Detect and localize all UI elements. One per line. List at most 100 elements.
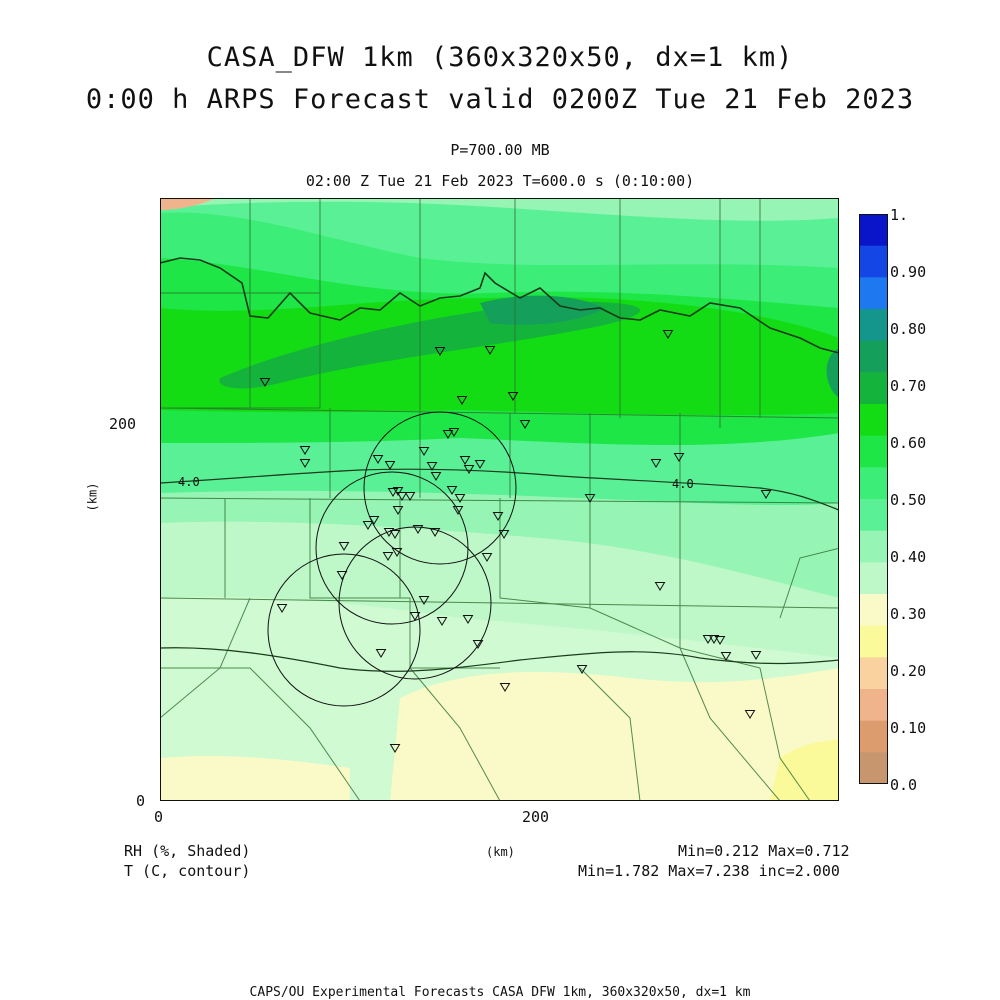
rh-band [826,348,839,398]
credit-line: CAPS/OU Experimental Forecasts CASA DFW … [249,985,751,1000]
station-marker [409,612,421,621]
title-line-2: 0:00 h ARPS Forecast valid 0200Z Tue 21 … [85,84,915,115]
colorbar-frame [859,214,888,784]
y-tick-0: 0 [136,792,146,810]
colorbar-segment [859,309,888,342]
pressure-level-label: P=700.00 MB [450,141,550,159]
colorbar-segment [859,404,888,437]
station-marker [499,683,511,692]
station-marker [673,453,685,462]
station-marker [392,506,404,515]
station-marker [375,649,387,658]
station-marker [484,346,496,355]
station-marker [760,490,772,499]
station-marker [299,446,311,455]
station-marker [507,392,519,401]
station-marker [396,492,408,501]
station-marker [708,635,720,644]
station-marker [442,430,454,439]
station-marker [472,640,484,649]
station-marker [519,420,531,429]
station-marker [389,744,401,753]
colorbar-segment [859,245,888,278]
station-marker [654,582,666,591]
station-marker [418,596,430,605]
colorbar-segment [859,277,888,310]
colorbar-segment [859,435,888,468]
field-2-name: T (C, contour) [124,862,251,880]
colorbar-segment [859,214,888,247]
station-marker [714,636,726,645]
contour-label: 4.0 [178,475,200,489]
colorbar [859,214,888,784]
field-2-stats: Min=1.782 Max=7.238 inc=2.000 [578,862,840,880]
contour-label: 4.0 [672,477,694,491]
colorbar-segment [859,372,888,405]
station-marker [462,615,474,624]
station-marker [702,635,714,644]
rh-band [160,198,215,210]
station-marker [387,488,399,497]
station-marker [434,347,446,356]
rh-band [390,668,839,801]
colorbar-tick-label: 0.50 [890,491,927,509]
station-marker [720,652,732,661]
station-marker [474,460,486,469]
station-marker [744,710,756,719]
station-marker [382,552,394,561]
station-marker [446,486,458,495]
colorbar-tick-label: 0.30 [890,605,927,623]
colorbar-segment [859,594,888,627]
colorbar-segment [859,752,888,784]
station-marker [498,530,510,539]
colorbar-segment [859,499,888,532]
station-marker [481,553,493,562]
rh-band [770,738,839,801]
colorbar-tick-label: 0.40 [890,548,927,566]
radar-range-ring [338,526,492,680]
station-marker [404,492,416,501]
rh-band [480,295,605,325]
colorbar-tick-label: 0.10 [890,719,927,737]
station-marker [650,459,662,468]
colorbar-tick-label: 1. [890,206,909,224]
colorbar-tick-label: 0.70 [890,377,927,395]
station-marker [389,530,401,539]
forecast-map[interactable]: 4.0 4.0 [160,198,839,801]
colorbar-tick-label: 0.0 [890,776,918,794]
colorbar-tick-label: 0.80 [890,320,927,338]
station-marker [299,459,311,468]
colorbar-segment [859,467,888,500]
station-marker [750,651,762,660]
y-axis-label: (km) [85,482,100,512]
station-marker [448,428,460,437]
station-markers [259,330,772,753]
colorbar-segment [859,562,888,595]
station-marker [418,447,430,456]
station-marker [336,571,348,580]
station-marker [412,525,424,534]
x-tick-200: 200 [522,808,550,826]
station-marker [456,396,468,405]
station-marker [463,465,475,474]
colorbar-segment [859,689,888,722]
county-lines [160,198,839,801]
radar-range-ring [363,411,517,565]
station-marker [429,528,441,537]
station-marker [492,512,504,521]
x-axis-label: (km) [486,845,515,859]
station-marker [454,494,466,503]
station-marker [430,472,442,481]
station-marker [392,487,404,496]
station-marker [662,330,674,339]
station-marker [459,456,471,465]
station-marker [368,516,380,525]
field-1-name: RH (%, Shaded) [124,842,251,860]
station-marker [436,617,448,626]
colorbar-tick-label: 0.20 [890,662,927,680]
station-marker [276,604,288,613]
station-marker [426,462,438,471]
colorbar-segment [859,657,888,690]
colorbar-segment [859,340,888,373]
colorbar-segment [859,720,888,753]
